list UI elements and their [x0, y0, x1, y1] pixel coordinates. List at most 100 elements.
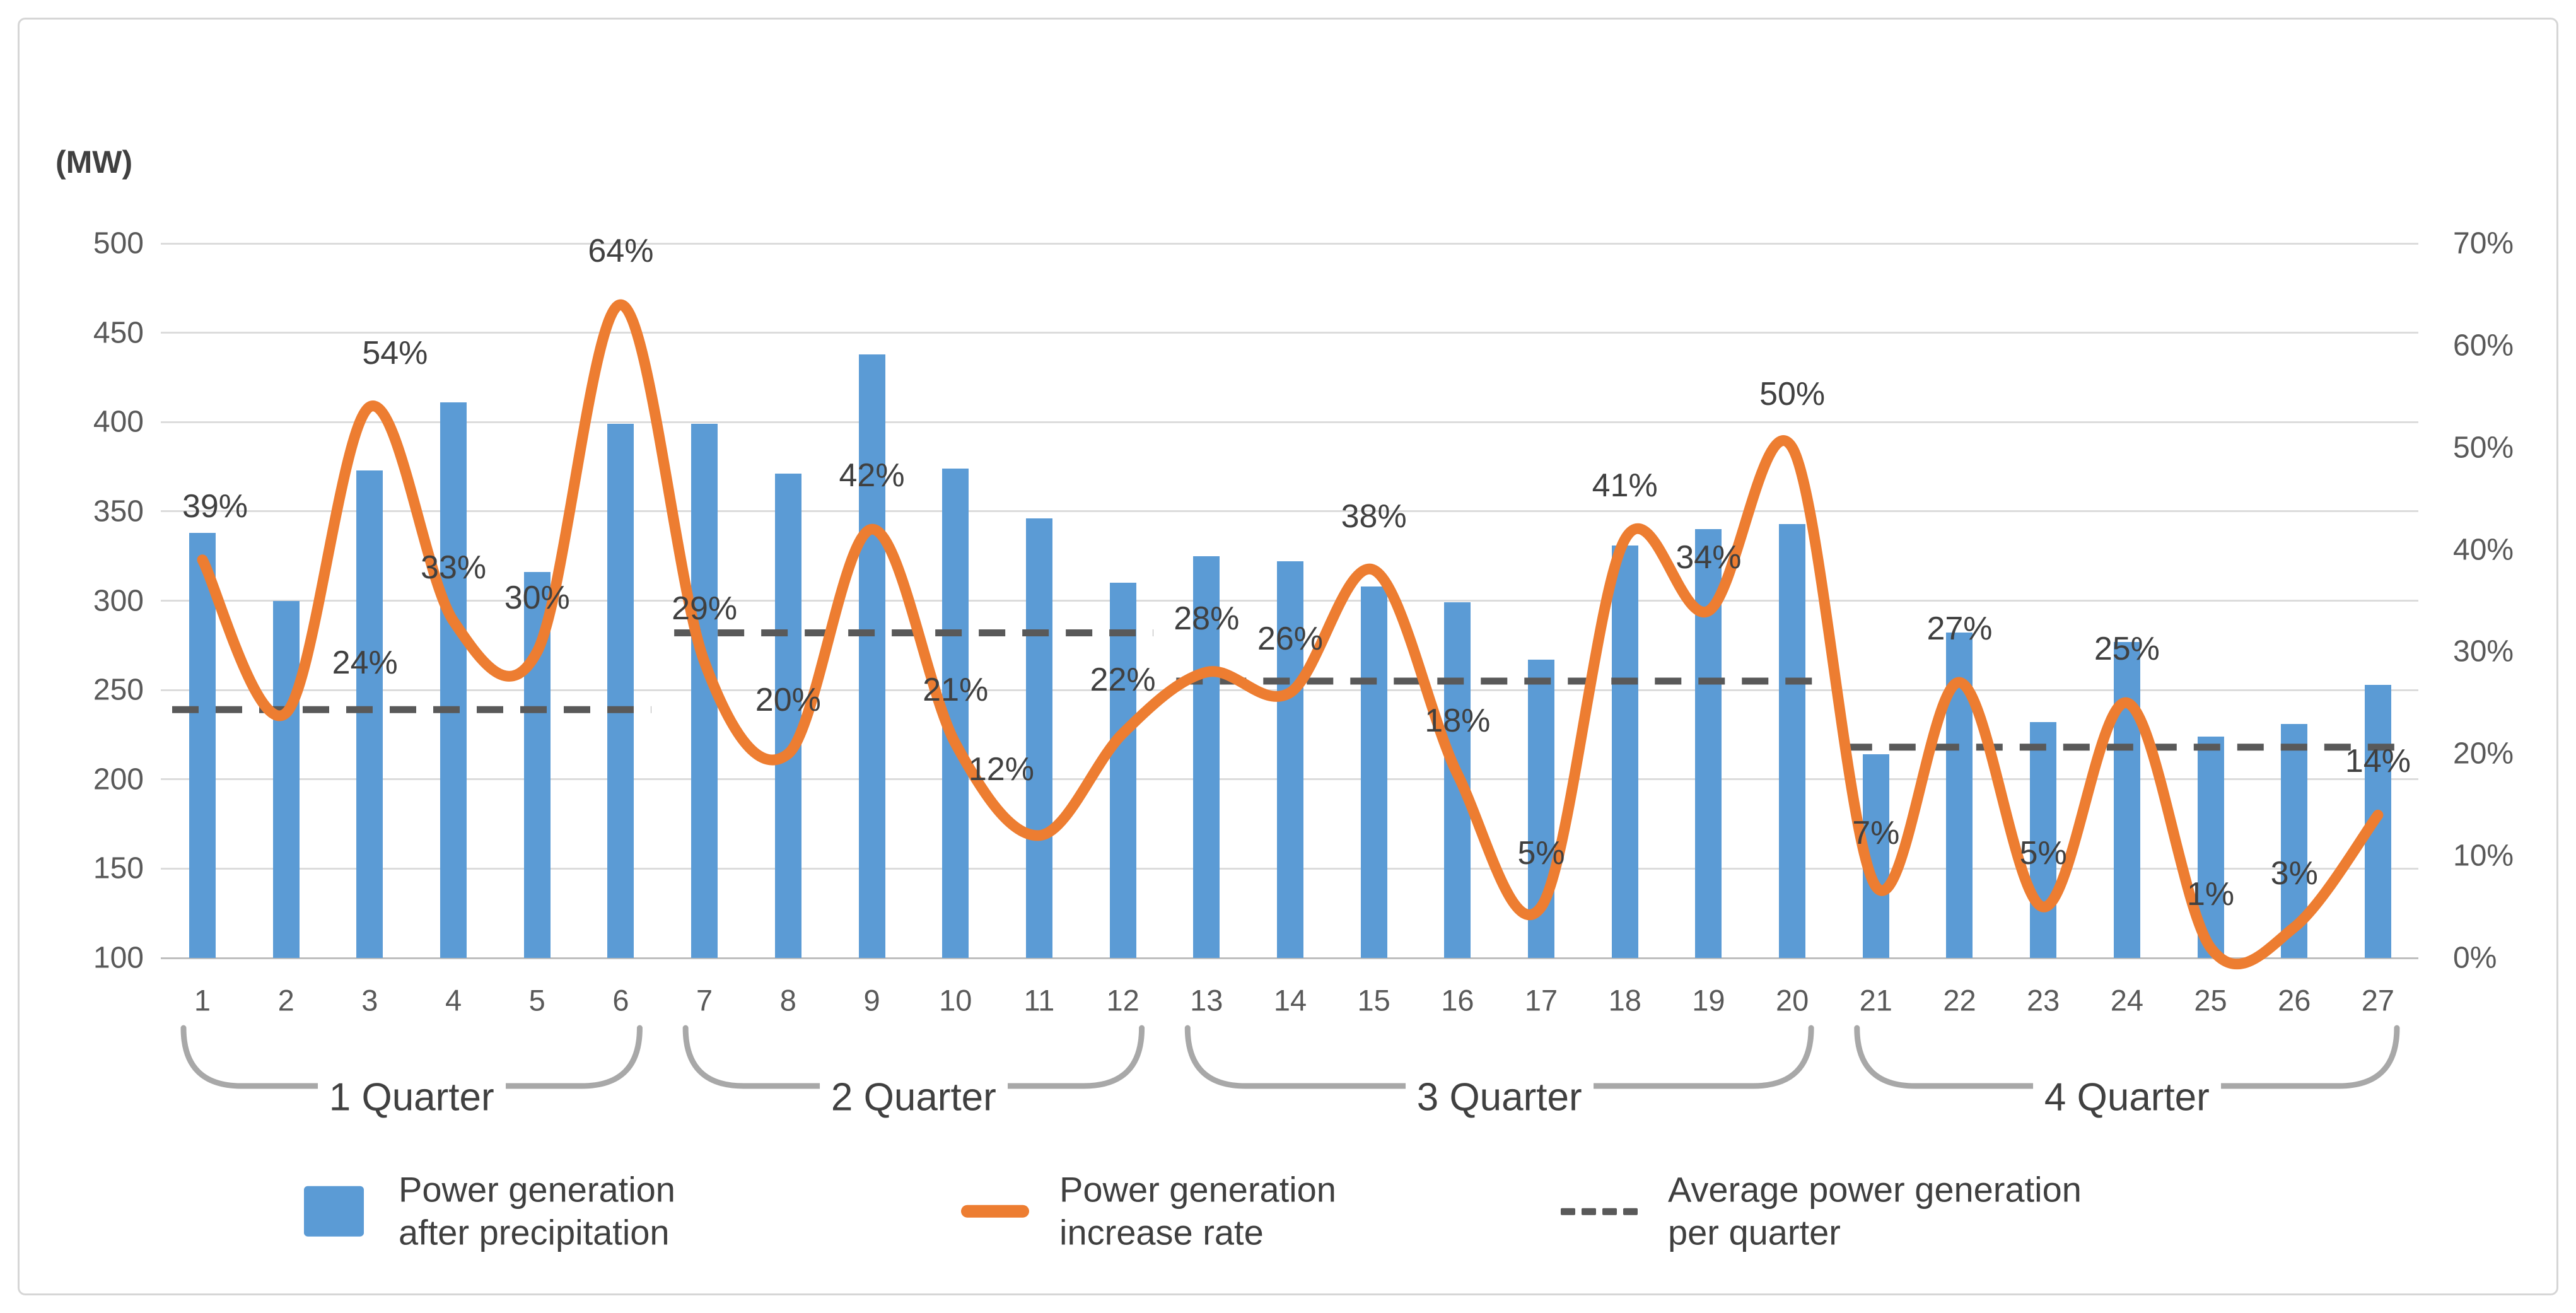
x-axis-tick-label: 15 — [1357, 983, 1390, 1017]
right-axis-tick-label: 60% — [2453, 329, 2514, 363]
x-axis-tick-label: 16 — [1441, 983, 1474, 1017]
legend-item-label: Power generation increase rate — [1059, 1169, 1336, 1252]
bar-column — [1109, 583, 1136, 958]
legend-dash-segment — [1602, 1208, 1617, 1215]
x-axis-tick-label: 26 — [2278, 983, 2311, 1017]
rate-data-label: 41% — [1592, 467, 1658, 505]
legend-dashed-swatch-icon — [1561, 1208, 1638, 1215]
rate-data-label: 28% — [1174, 600, 1240, 637]
right-axis-tick-label: 20% — [2453, 737, 2514, 771]
legend-item-label: Power generation after precipitation — [399, 1169, 675, 1252]
left-axis-tick-label: 500 — [93, 226, 144, 260]
x-axis-tick-label: 20 — [1775, 983, 1809, 1017]
x-axis-tick-label: 19 — [1692, 983, 1725, 1017]
rate-data-label: 3% — [2270, 855, 2318, 892]
x-axis-tick-label: 2 — [277, 983, 294, 1017]
right-axis-tick-label: 10% — [2453, 839, 2514, 873]
bar-column — [2113, 641, 2140, 958]
quarter-group-label: 3 Quarter — [1405, 1075, 1594, 1120]
x-axis-tick-label: 11 — [1023, 983, 1055, 1017]
rate-data-label: 7% — [1852, 814, 1900, 851]
x-axis-tick-label: 7 — [696, 983, 713, 1017]
bar-column — [942, 468, 969, 958]
left-axis-tick-label: 450 — [93, 316, 144, 350]
legend-dash-segment — [1582, 1208, 1596, 1215]
legend-item-label: Average power generation per quarter — [1668, 1169, 2082, 1252]
rate-data-label: 22% — [1090, 661, 1156, 698]
right-axis-tick-label: 0% — [2453, 941, 2497, 975]
x-axis-tick-label: 25 — [2194, 983, 2227, 1017]
x-axis-tick-label: 21 — [1859, 983, 1892, 1017]
right-axis-tick-label: 70% — [2453, 226, 2514, 260]
bar-column — [2197, 736, 2224, 958]
bar-column — [2364, 684, 2391, 958]
bar-column — [858, 354, 885, 958]
rate-data-label: 33% — [421, 549, 487, 586]
x-axis-tick-label: 14 — [1273, 983, 1307, 1017]
rate-data-label: 30% — [504, 580, 570, 617]
bar-column — [272, 600, 300, 958]
x-axis-tick-label: 8 — [779, 983, 796, 1017]
left-axis-tick-label: 200 — [93, 762, 144, 797]
bar-column — [440, 402, 467, 958]
rate-data-label: 26% — [1257, 621, 1324, 658]
rate-data-label: 1% — [2186, 875, 2235, 913]
gridline — [161, 332, 2418, 334]
x-axis-tick-label: 10 — [939, 983, 972, 1017]
x-axis-tick-label: 12 — [1106, 983, 1139, 1017]
rate-data-label: 39% — [182, 487, 248, 525]
x-axis-tick-label: 22 — [1943, 983, 1976, 1017]
rate-data-label: 38% — [1341, 498, 1407, 535]
bar-column — [1611, 545, 1638, 958]
bar-column — [523, 572, 551, 958]
legend-dash-segment — [1623, 1208, 1638, 1215]
x-axis-tick-label: 17 — [1524, 983, 1558, 1017]
rate-data-label: 64% — [588, 233, 654, 270]
rate-data-label: 29% — [672, 590, 738, 627]
x-axis-tick-label: 1 — [194, 983, 211, 1017]
bar-column — [2281, 723, 2308, 958]
left-axis-tick-label: 300 — [93, 584, 144, 617]
left-axis-tick-label: 250 — [93, 673, 144, 707]
quarter-group-label: 4 Quarter — [2032, 1075, 2221, 1120]
left-axis-tick-label: 150 — [93, 851, 144, 885]
x-axis-tick-label: 24 — [2110, 983, 2143, 1017]
bar-column — [1779, 523, 1806, 958]
x-axis-tick-label: 18 — [1608, 983, 1641, 1017]
bar-column — [356, 470, 383, 958]
rate-data-label: 25% — [2094, 631, 2160, 668]
rate-data-label: 14% — [2345, 743, 2411, 780]
legend-line-swatch-icon — [961, 1205, 1029, 1218]
left-axis-unit-label: (MW) — [55, 144, 133, 180]
x-axis-tick-label: 13 — [1190, 983, 1223, 1017]
rate-data-label: 5% — [2019, 835, 2067, 872]
right-axis-tick-label: 30% — [2453, 634, 2514, 668]
left-axis-tick-label: 350 — [93, 494, 144, 528]
rate-data-label: 5% — [1517, 835, 1565, 872]
bar-column — [1025, 518, 1052, 958]
rate-data-label: 24% — [332, 644, 398, 681]
rate-data-label: 21% — [923, 672, 989, 709]
rate-data-label: 54% — [362, 334, 428, 371]
bar-column — [189, 532, 216, 958]
legend-item: Power generation increase rate — [961, 1169, 1336, 1255]
bar-column — [1444, 602, 1471, 958]
bar-column — [1528, 659, 1555, 958]
quarter-group-label: 1 Quarter — [317, 1075, 506, 1120]
bar-column — [607, 424, 634, 958]
left-axis-tick-label: 400 — [93, 405, 144, 439]
x-axis-tick-label: 6 — [612, 983, 629, 1017]
x-axis-tick-label: 3 — [361, 983, 378, 1017]
rate-data-label: 18% — [1425, 702, 1491, 739]
legend-dash-segment — [1561, 1208, 1575, 1215]
bar-column — [1360, 586, 1387, 958]
quarter-group-label: 2 Quarter — [819, 1075, 1008, 1120]
right-axis-tick-label: 40% — [2453, 533, 2514, 567]
rate-data-label: 34% — [1676, 539, 1742, 576]
chart-frame-border — [18, 18, 2558, 1295]
bar-column — [1862, 754, 1889, 958]
gridline — [161, 421, 2418, 423]
rate-data-label: 27% — [1926, 610, 1993, 647]
x-axis-tick-label: 9 — [863, 983, 880, 1017]
